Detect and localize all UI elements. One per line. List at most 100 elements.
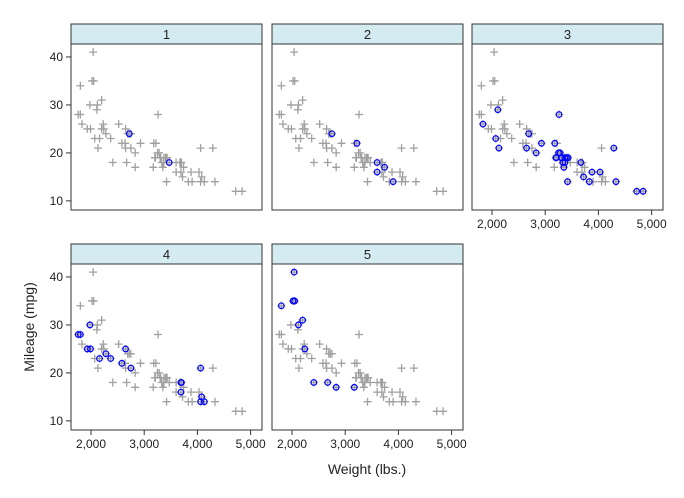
highlight-point — [381, 163, 388, 171]
background-point — [290, 76, 299, 85]
highlight-point — [197, 364, 205, 372]
background-point — [99, 124, 108, 133]
background-point — [327, 144, 336, 153]
background-point — [332, 368, 341, 377]
background-point — [187, 388, 196, 397]
background-point — [178, 172, 187, 181]
background-point — [97, 96, 106, 105]
background-point — [165, 378, 174, 387]
background-point — [498, 96, 507, 105]
background-point — [154, 110, 163, 119]
y-tick-label: 40 — [50, 270, 64, 284]
background-point — [158, 163, 167, 172]
x-tick-label: 4,000 — [182, 437, 212, 451]
background-point — [195, 168, 204, 177]
background-point — [286, 100, 295, 109]
background-point — [309, 158, 318, 167]
background-point — [315, 340, 324, 349]
background-point — [187, 168, 196, 177]
highlight-point — [324, 379, 332, 386]
highlight-point — [200, 398, 208, 406]
background-point — [300, 124, 309, 133]
background-point — [93, 320, 102, 329]
panel-title: 3 — [564, 27, 571, 42]
background-point — [409, 144, 418, 153]
highlight-point — [577, 159, 585, 166]
background-point — [552, 139, 561, 148]
highlight-point — [83, 345, 91, 353]
background-point — [401, 397, 410, 406]
background-point — [184, 177, 193, 186]
background-point — [196, 144, 205, 153]
highlight-point — [525, 130, 533, 138]
background-point — [302, 129, 311, 138]
background-point — [122, 378, 131, 387]
background-point — [475, 110, 484, 119]
background-point — [359, 163, 368, 172]
background-point — [351, 373, 360, 382]
background-point — [150, 373, 159, 382]
x-tick-label: 3,000 — [129, 437, 159, 451]
background-point — [601, 177, 610, 186]
panel-title: 4 — [163, 247, 170, 262]
highlight-point — [76, 331, 84, 338]
highlight-point — [479, 120, 487, 128]
background-point — [177, 158, 186, 167]
background-point — [151, 139, 160, 148]
background-point — [208, 144, 217, 153]
background-point — [200, 177, 209, 186]
background-point — [358, 158, 367, 167]
background-point — [388, 168, 397, 177]
highlight-point — [165, 159, 173, 166]
background-point — [351, 153, 360, 162]
background-point — [122, 158, 131, 167]
background-point — [388, 388, 397, 397]
background-point — [323, 158, 332, 167]
background-point — [378, 378, 387, 387]
background-point — [515, 120, 524, 129]
highlight-point — [389, 178, 397, 186]
background-point — [355, 110, 364, 119]
y-axis-title: Mileage (mpg) — [21, 282, 37, 371]
highlight-point — [564, 178, 571, 186]
background-point — [155, 368, 164, 377]
background-point — [277, 81, 286, 90]
background-point — [409, 364, 418, 373]
background-point — [296, 134, 305, 143]
background-point — [149, 163, 158, 172]
panel-title: 2 — [364, 27, 371, 42]
background-point — [379, 172, 388, 181]
background-point — [275, 110, 284, 119]
background-point — [77, 120, 86, 129]
background-point — [157, 158, 166, 167]
background-point — [518, 139, 527, 148]
highlight-point — [125, 130, 133, 138]
background-point — [93, 364, 102, 373]
background-point — [598, 172, 607, 181]
highlight-point — [561, 159, 569, 166]
background-point — [487, 124, 496, 133]
panel-1: 1 10 20 30 40 — [50, 23, 263, 211]
highlight-point — [523, 144, 530, 152]
background-point — [76, 301, 85, 310]
x-tick-label: 4,000 — [583, 217, 613, 231]
x-tick-label: 3,000 — [330, 437, 360, 451]
highlight-point — [555, 111, 563, 118]
background-point — [117, 139, 126, 148]
background-point — [157, 378, 166, 387]
background-point — [363, 153, 372, 162]
highlight-point — [87, 345, 94, 353]
background-point — [502, 129, 511, 138]
background-point — [136, 359, 145, 368]
background-point — [162, 397, 171, 406]
y-tick-label: 20 — [50, 366, 64, 380]
y-tick-label: 30 — [50, 318, 64, 332]
highlight-point — [639, 187, 647, 195]
highlight-point — [122, 345, 129, 353]
highlight-point — [633, 187, 641, 195]
background-point — [366, 158, 375, 167]
background-point — [550, 163, 559, 172]
background-point — [379, 392, 388, 401]
highlight-point — [277, 302, 285, 310]
highlight-point — [86, 321, 94, 329]
